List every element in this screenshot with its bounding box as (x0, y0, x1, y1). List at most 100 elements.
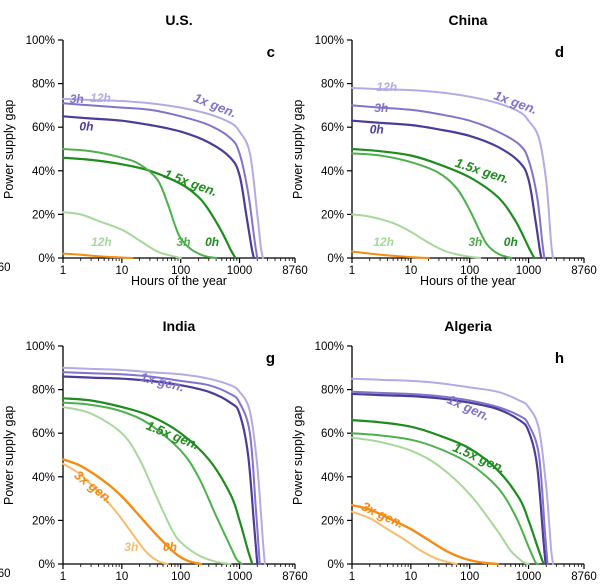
series-line (62, 401, 243, 565)
y-tick-label: 0% (38, 253, 55, 265)
panel-algeria: Algeria h Power supply gap 0% 20% 40% 60% 80… (289, 306, 597, 588)
series-line (351, 432, 539, 565)
curve-annotation: 12h (91, 235, 112, 249)
curve-annotation: 12h (90, 91, 111, 105)
curve-annotation: 1.5x gen. (453, 155, 511, 186)
series-line (61, 375, 259, 566)
series-line (350, 119, 543, 260)
series-line (62, 252, 134, 259)
series-line (61, 397, 254, 566)
curve-annotation: 3h (374, 101, 388, 115)
x-tick-label: 10 (404, 571, 417, 583)
clipped-neighbor-tick: 8760 (0, 568, 11, 580)
y-tick-label: 20% (321, 209, 344, 221)
y-tick-label: 80% (321, 79, 344, 91)
y-tick-label: 40% (321, 472, 344, 484)
y-tick-label: 80% (321, 385, 344, 397)
y-tick-label: 100% (26, 35, 55, 47)
panel-china: China d Power supply gap Hours of the ye… (289, 0, 597, 292)
x-tick-label: 100 (460, 571, 479, 583)
series-line (62, 371, 261, 565)
y-tick-label: 40% (321, 166, 344, 178)
series-line (351, 377, 554, 565)
y-tick-label: 20% (32, 515, 55, 527)
y-tick-label: 60% (32, 428, 55, 440)
series-line (62, 148, 218, 259)
y-tick-label: 80% (32, 79, 55, 91)
curve-annotation: 3h (468, 235, 482, 249)
panel-india: India g Power supply gap 0% 20% 40% 60% 80% 1… (0, 306, 308, 588)
panel-title: Algeria (444, 318, 492, 334)
curve-annotation: 1.5x gen. (162, 166, 219, 199)
x-tick-label: 1 (349, 571, 355, 583)
curve-annotation: 12h (373, 235, 394, 249)
series-line (62, 462, 169, 565)
x-tick-label: 8760 (282, 265, 308, 277)
series-line (351, 436, 530, 565)
x-tick-label: 100 (171, 265, 190, 277)
panel-letter: d (554, 44, 564, 61)
curve-annotation: 1.5x gen. (144, 418, 201, 453)
x-tick-label: 8760 (571, 571, 597, 583)
y-tick-label: 0% (327, 253, 344, 265)
x-tick-label: 1000 (516, 265, 542, 277)
series-line (351, 510, 458, 565)
x-tick-label: 100 (171, 571, 190, 583)
series-line (351, 86, 554, 259)
clipped-neighbor-tick: 8760 (0, 262, 11, 274)
x-tick-label: 1000 (516, 571, 542, 583)
series-line (62, 366, 266, 565)
panel-title: U.S. (165, 12, 193, 28)
series-line (351, 213, 482, 259)
panel-letter: g (265, 350, 275, 367)
y-tick-label: 20% (32, 209, 55, 221)
y-tick-label: 60% (321, 122, 344, 134)
y-tick-label: 100% (315, 341, 344, 353)
panel-letter: c (266, 44, 275, 61)
x-tick-label: 1 (349, 265, 355, 277)
curve-annotation: 3h (177, 235, 191, 249)
y-tick-label: 100% (26, 341, 55, 353)
x-tick-label: 1 (60, 265, 66, 277)
x-tick-label: 8760 (282, 571, 308, 583)
series-line (350, 503, 499, 566)
series-line (62, 102, 259, 259)
curve-annotation: 3h (70, 92, 84, 106)
series-line (351, 104, 546, 259)
panel-title: India (162, 318, 196, 334)
x-tick-label: 1000 (227, 571, 253, 583)
x-tick-label: 1 (60, 571, 66, 583)
plot-area-china: 0% 20% 40% 60% 80% 100% 1 10 100 1000 8760 12h 3h 0h 1… (315, 35, 597, 277)
series-line (350, 419, 545, 566)
curve-annotation: 3h (124, 540, 138, 554)
panel-letter: h (554, 350, 564, 367)
series-line (62, 406, 232, 565)
y-tick-label: 80% (32, 385, 55, 397)
y-tick-label: 60% (32, 122, 55, 134)
y-tick-label: 40% (32, 166, 55, 178)
series-line (350, 147, 536, 260)
y-tick-label: 40% (32, 472, 55, 484)
plot-area-us: 0% 20% 40% 60% 80% 100% 1 10 100 1000 8760 3h 12h 0h 1… (26, 35, 308, 277)
x-tick-label: 8760 (571, 265, 597, 277)
curve-annotation: 0h (79, 119, 93, 133)
curve-annotation: 1x gen. (492, 88, 539, 117)
panel-us: U.S. c Power supply gap Hours of the yea… (0, 0, 308, 292)
curve-annotation: 1x gen. (445, 392, 492, 424)
curve-annotation: 12h (376, 80, 397, 94)
x-axis-label: Hours of the year (131, 274, 227, 288)
curve-annotation: 0h (163, 540, 177, 554)
x-tick-label: 10 (404, 265, 417, 277)
x-tick-label: 10 (115, 265, 128, 277)
panel-title: China (448, 12, 488, 28)
y-tick-label: 0% (38, 559, 55, 571)
series-line (61, 115, 255, 260)
series-line (61, 458, 202, 566)
y-tick-label: 100% (315, 35, 344, 47)
curve-annotation: 0h (205, 235, 219, 249)
series-line (351, 250, 430, 259)
y-tick-label: 0% (327, 559, 344, 571)
